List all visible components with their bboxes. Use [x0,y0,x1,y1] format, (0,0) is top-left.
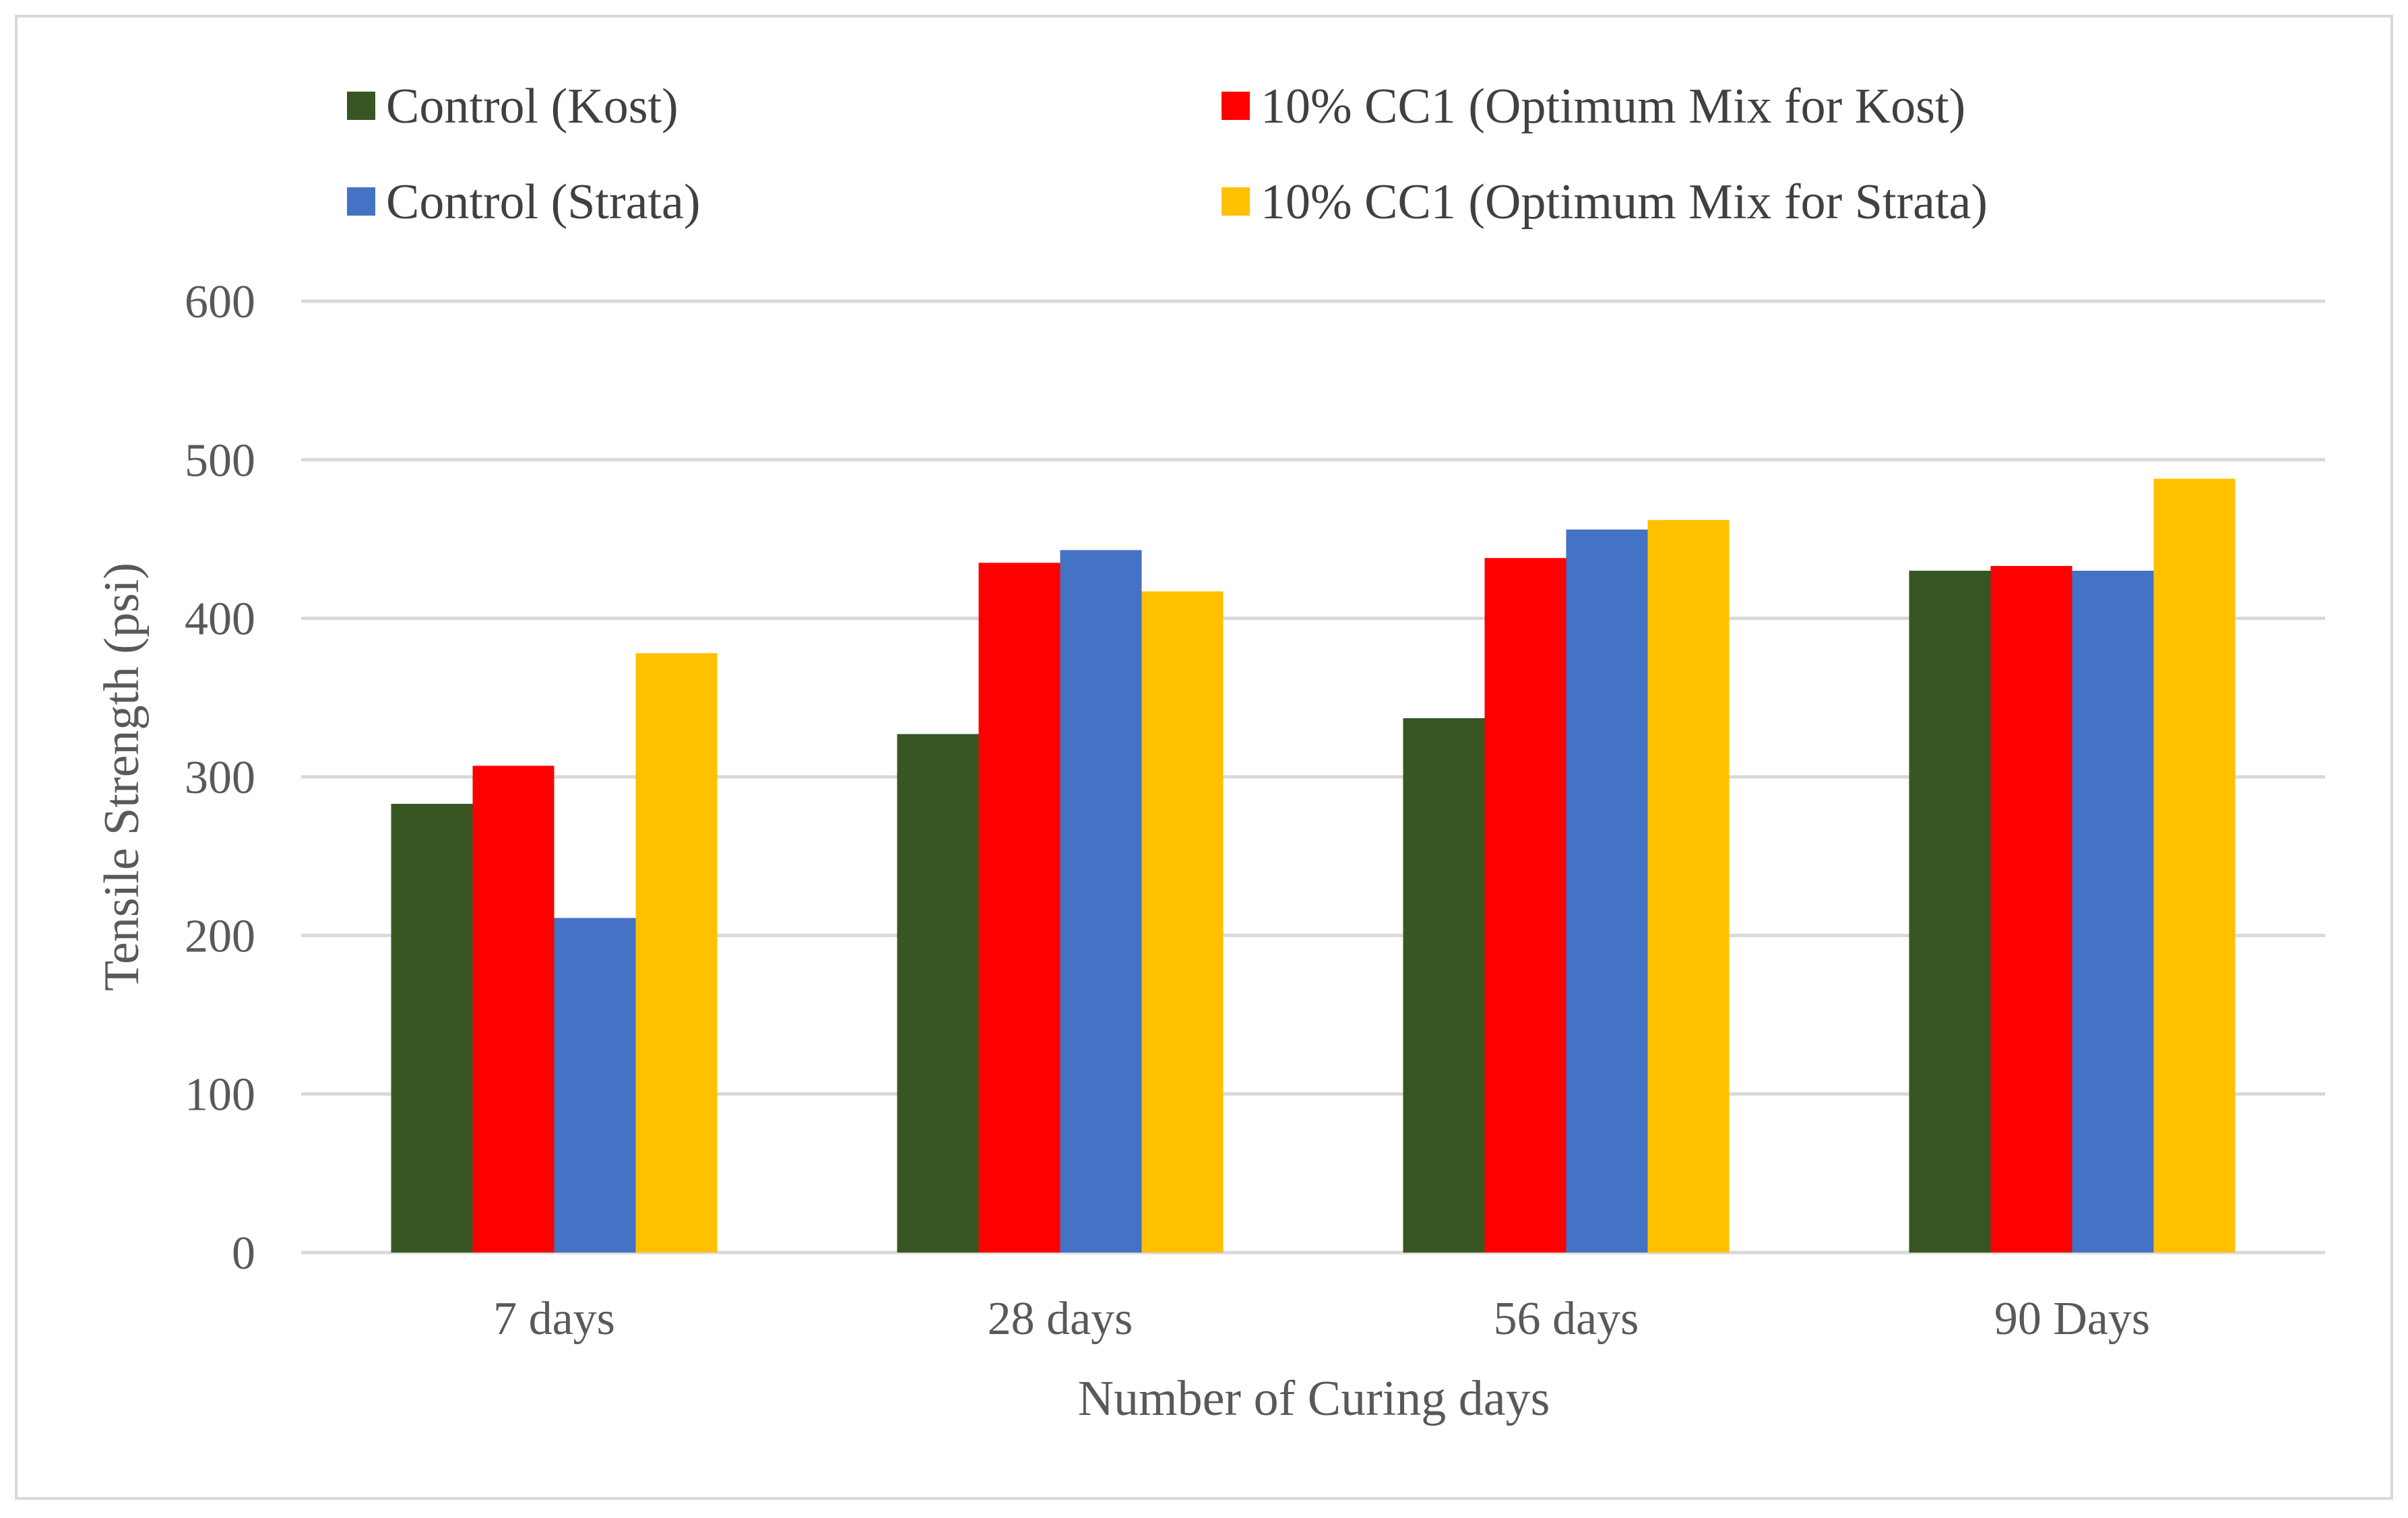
y-tick-label: 100 [185,1069,255,1121]
y-tick-label: 200 [185,910,255,962]
bar [1909,571,1991,1253]
x-tick-label: 7 days [493,1293,615,1345]
legend-item: 10% CC1 (Optimum Mix for Kost) [1222,79,1965,134]
bar [2153,478,2236,1253]
x-tick-label: 56 days [1494,1293,1639,1345]
x-axis-title: Number of Curing days [1078,1371,1550,1426]
y-tick-label: 0 [232,1228,255,1279]
legend-swatch [1222,187,1250,216]
y-tick-label: 500 [185,435,255,486]
bar [978,563,1060,1253]
legend-item: Control (Kost) [347,79,678,134]
x-tick-label: 28 days [988,1293,1133,1345]
legend-label: 10% CC1 (Optimum Mix for Kost) [1261,79,1965,134]
bar [472,765,555,1253]
y-tick-label: 400 [185,594,255,645]
bar [391,804,473,1253]
bar [635,653,718,1253]
bar [1484,558,1566,1253]
bar [2072,571,2154,1253]
x-tick-label: 90 Days [1994,1293,2150,1345]
legend-swatch [1222,92,1250,120]
bar [1990,566,2072,1253]
bar [897,734,979,1253]
bar [1403,718,1485,1253]
bar [1060,550,1142,1253]
legend-swatch [347,92,375,120]
legend-label: Control (Kost) [386,79,678,134]
bar [1647,519,1730,1253]
legend-swatch [347,187,375,216]
y-tick-label: 300 [185,752,255,804]
legend-label: 10% CC1 (Optimum Mix for Strata) [1261,175,1988,230]
y-tick-label: 600 [185,276,255,328]
y-axis-title: Tensile Strength (psi) [94,563,150,991]
legend-label: Control (Strata) [386,175,701,230]
bar [554,918,636,1253]
bar [1141,591,1224,1253]
legend-item: 10% CC1 (Optimum Mix for Strata) [1222,175,1988,230]
legend-item: Control (Strata) [347,175,701,230]
bar [1566,529,1648,1253]
